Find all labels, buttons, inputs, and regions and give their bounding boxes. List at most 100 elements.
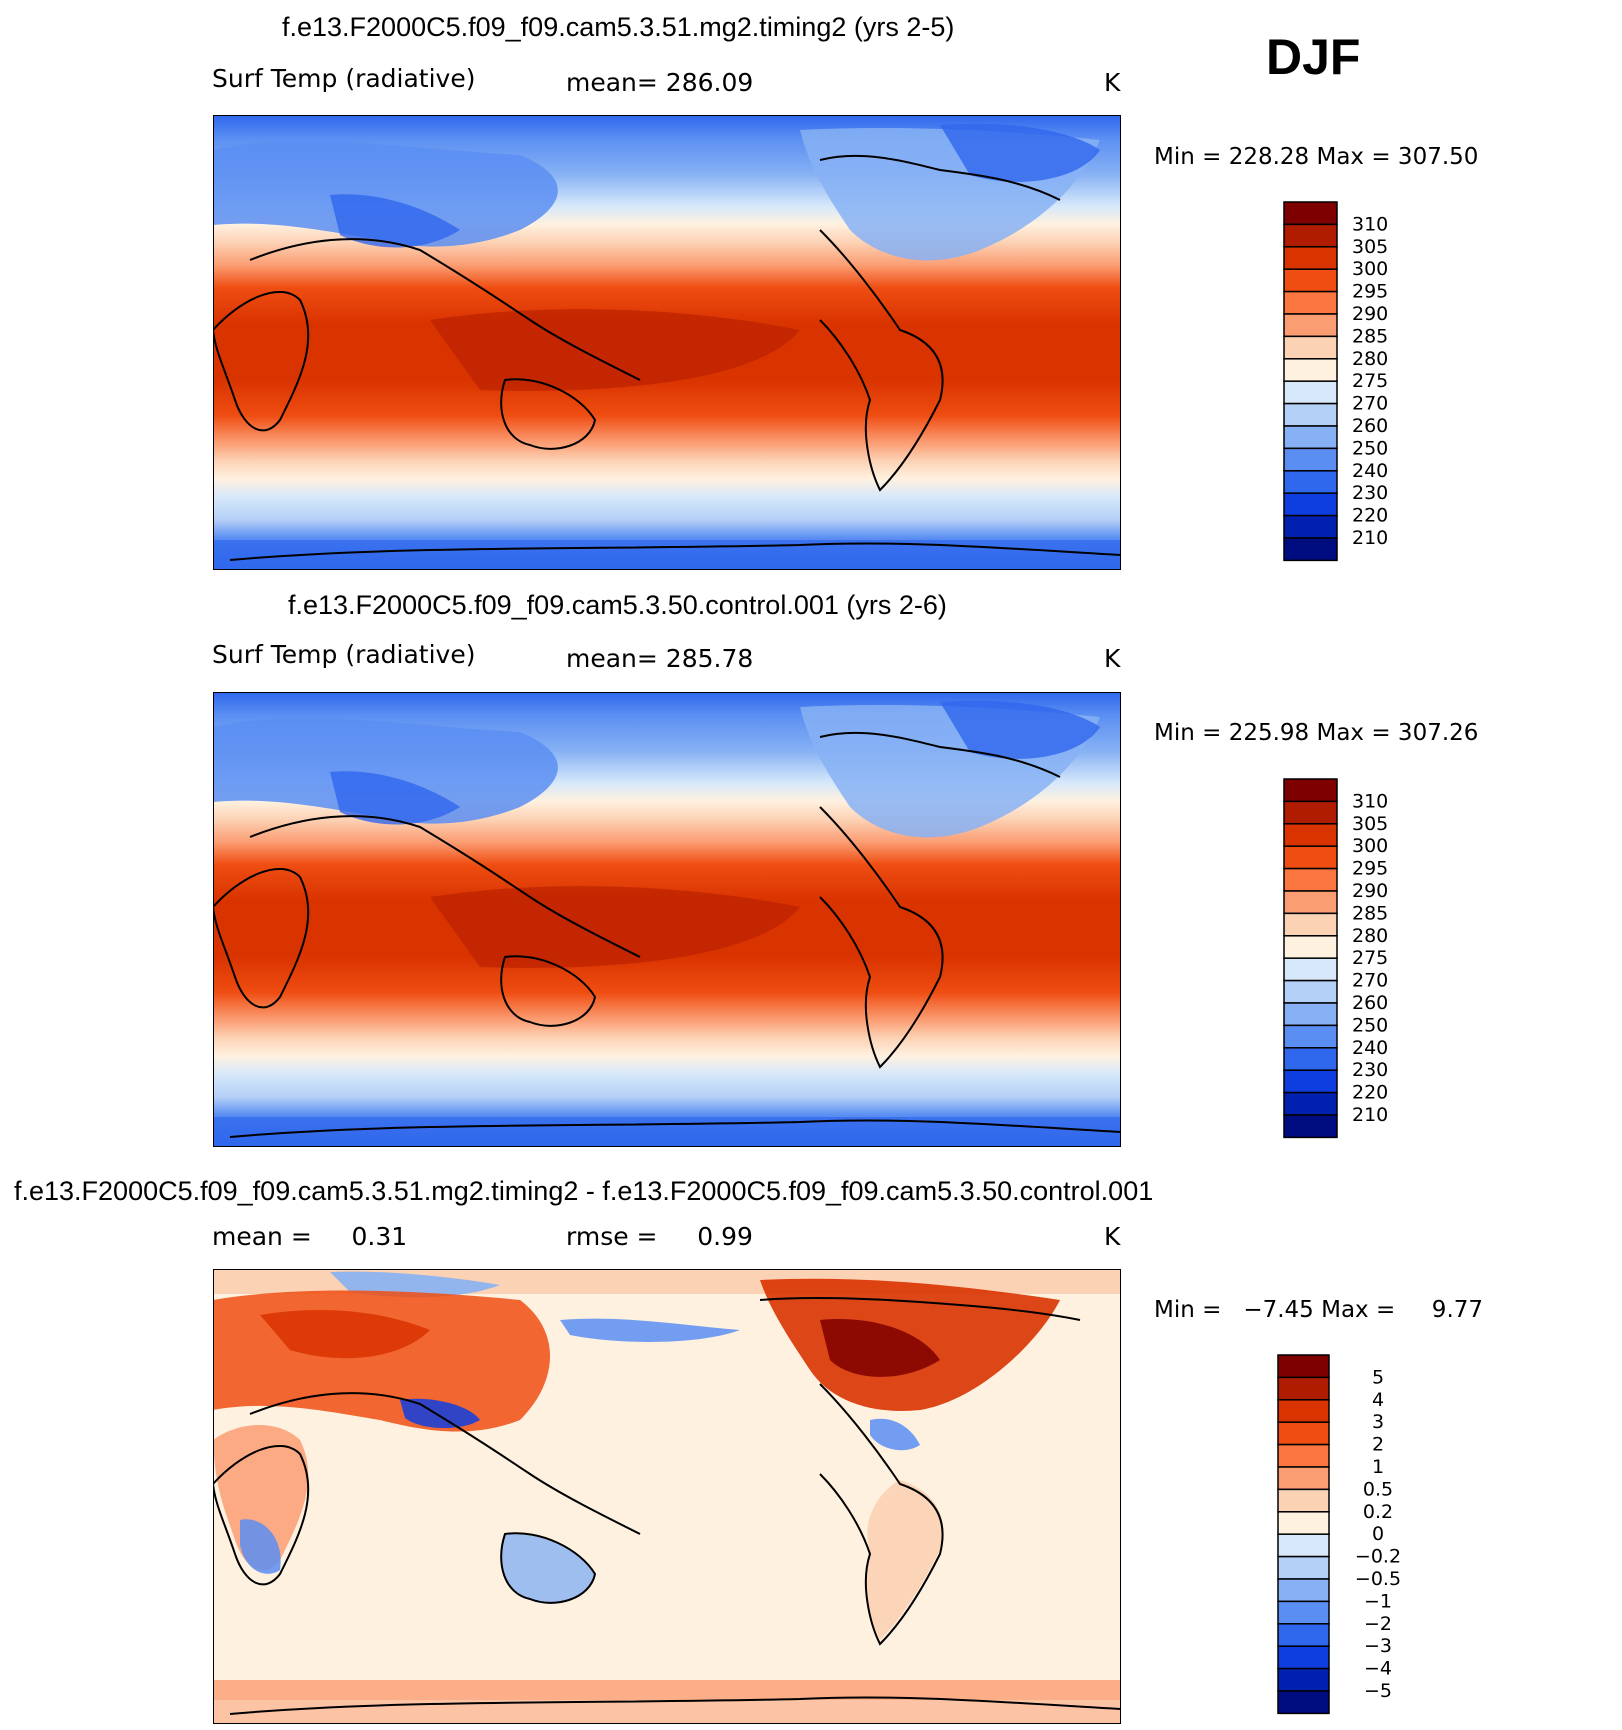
colorbar-swatch (1277, 1443, 1330, 1468)
panel3-rmse-label: rmse = 0.99 (566, 1222, 753, 1251)
colorbar-label: 230 (1352, 482, 1388, 504)
colorbar-label: 260 (1352, 415, 1388, 437)
colorbar-swatch (1283, 1002, 1338, 1027)
colorbar-swatch (1283, 447, 1338, 472)
colorbar-label: 220 (1352, 505, 1388, 527)
colorbar-swatch (1283, 957, 1338, 982)
panel3-units-label: K (1104, 1222, 1121, 1251)
colorbar-label: 290 (1352, 880, 1388, 902)
colorbar-label: 240 (1352, 460, 1388, 482)
panel1-units-label: K (1104, 68, 1121, 97)
colorbar-swatch (1277, 1376, 1330, 1401)
colorbar-swatch (1283, 845, 1338, 870)
colorbar-label: −1 (1364, 1590, 1392, 1612)
colorbar-label: 280 (1352, 925, 1388, 947)
panel1-field-label: Surf Temp (radiative) (212, 64, 476, 93)
colorbar-swatch (1283, 425, 1338, 450)
colorbar-label: 300 (1352, 258, 1388, 280)
panel1-colorbar: 3103053002952902852802752702602502402302… (1283, 201, 1388, 562)
panel3-map (213, 1269, 1121, 1724)
colorbar-swatch (1283, 313, 1338, 338)
colorbar-swatch (1283, 514, 1338, 539)
colorbar-label: 295 (1352, 281, 1388, 303)
colorbar-swatch (1283, 912, 1338, 937)
panel2-field-label: Surf Temp (radiative) (212, 640, 476, 669)
panel2-map (213, 692, 1121, 1147)
season-label: DJF (1266, 29, 1361, 85)
colorbar-label: 305 (1352, 813, 1388, 835)
colorbar-swatch (1283, 1047, 1338, 1071)
colorbar-label: 5 (1372, 1366, 1384, 1388)
colorbar-swatch (1283, 402, 1338, 427)
colorbar-swatch (1283, 492, 1338, 517)
colorbar-label: 300 (1352, 835, 1388, 857)
colorbar-label: −5 (1364, 1680, 1392, 1702)
colorbar-label: 210 (1352, 1104, 1388, 1126)
colorbar-swatch (1283, 935, 1338, 959)
colorbar-label: 305 (1352, 236, 1388, 258)
colorbar-label: 295 (1352, 858, 1388, 880)
colorbar-swatch (1277, 1488, 1330, 1513)
colorbar-swatch (1277, 1399, 1330, 1423)
colorbar-swatch (1283, 223, 1338, 248)
colorbar-swatch (1283, 979, 1338, 1004)
colorbar-swatch (1283, 1024, 1338, 1049)
colorbar-label: 270 (1352, 970, 1388, 992)
panel1-mean-label: mean= 286.09 (566, 68, 754, 97)
colorbar-label: 0.5 (1363, 1478, 1393, 1500)
colorbar-swatch (1283, 537, 1338, 562)
colorbar-label: 0.2 (1363, 1501, 1393, 1523)
panel2-mean-label: mean= 285.78 (566, 644, 754, 673)
colorbar-swatch (1277, 1466, 1330, 1491)
colorbar-label: 275 (1352, 947, 1388, 969)
panel2-colorbar: 3103053002952902852802752702602502402302… (1283, 778, 1388, 1139)
colorbar-label: 310 (1352, 213, 1388, 235)
colorbar-swatch (1277, 1555, 1330, 1580)
colorbar-swatch (1277, 1511, 1330, 1535)
colorbar-label: −4 (1364, 1658, 1392, 1680)
colorbar-label: 280 (1352, 348, 1388, 370)
panel1-minmax: Min = 228.28 Max = 307.50 (1154, 144, 1479, 170)
colorbar-swatch (1283, 867, 1338, 892)
colorbar-swatch (1283, 470, 1338, 494)
colorbar-label: 3 (1372, 1411, 1384, 1433)
colorbar-swatch (1283, 800, 1338, 825)
colorbar-swatch (1283, 358, 1338, 382)
colorbar-swatch (1283, 246, 1338, 270)
colorbar-swatch (1283, 778, 1338, 803)
colorbar-swatch (1277, 1690, 1330, 1715)
colorbar-swatch (1283, 335, 1338, 360)
colorbar-label: 310 (1352, 790, 1388, 812)
colorbar-swatch (1283, 268, 1338, 293)
panel2-minmax: Min = 225.98 Max = 307.26 (1154, 720, 1479, 746)
panel2-units-label: K (1104, 644, 1121, 673)
colorbar-swatch (1277, 1600, 1330, 1625)
colorbar-label: 270 (1352, 393, 1388, 415)
colorbar-swatch (1277, 1667, 1330, 1692)
colorbar-swatch (1283, 380, 1338, 405)
colorbar-label: 210 (1352, 527, 1388, 549)
colorbar-swatch (1277, 1578, 1330, 1603)
colorbar-label: 2 (1372, 1434, 1384, 1456)
colorbar-label: 285 (1352, 325, 1388, 347)
colorbar-label: 4 (1372, 1389, 1384, 1411)
colorbar-swatch (1277, 1623, 1330, 1647)
colorbar-label: 230 (1352, 1059, 1388, 1081)
colorbar-swatch (1283, 1114, 1338, 1139)
colorbar-label: 240 (1352, 1037, 1388, 1059)
colorbar-label: 260 (1352, 992, 1388, 1014)
colorbar-swatch (1283, 1069, 1338, 1094)
colorbar-swatch (1283, 1091, 1338, 1116)
colorbar-swatch (1283, 823, 1338, 847)
colorbar-label: 285 (1352, 902, 1388, 924)
colorbar-swatch (1283, 201, 1338, 226)
colorbar-swatch (1277, 1354, 1330, 1379)
colorbar-swatch (1277, 1421, 1330, 1446)
panel3-mean-label: mean = 0.31 (212, 1222, 408, 1251)
colorbar-label: −2 (1364, 1613, 1392, 1635)
colorbar-swatch (1277, 1533, 1330, 1558)
colorbar-label: 275 (1352, 370, 1388, 392)
colorbar-label: 220 (1352, 1082, 1388, 1104)
colorbar-label: 290 (1352, 303, 1388, 325)
